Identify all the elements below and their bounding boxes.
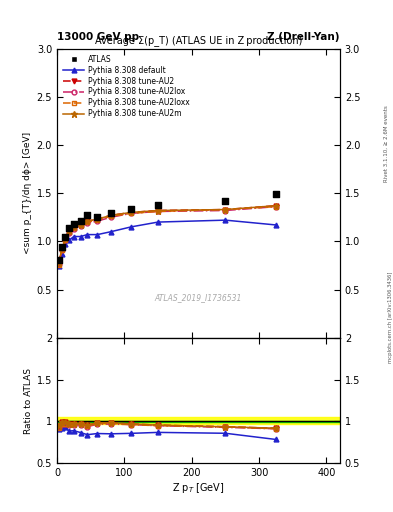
Point [77, 217, 84, 225]
Point [55, 255, 62, 264]
Text: Rivet 3.1.10, ≥ 2.6M events: Rivet 3.1.10, ≥ 2.6M events [384, 105, 388, 182]
Text: Z (Drell-Yan): Z (Drell-Yan) [268, 32, 340, 42]
Text: ATLAS_2019_I1736531: ATLAS_2019_I1736531 [155, 293, 242, 302]
Point [66, 224, 72, 232]
Point [71, 220, 77, 228]
Point [273, 190, 279, 198]
Title: Average Σ(p_T) (ATLAS UE in Z production): Average Σ(p_T) (ATLAS UE in Z production… [95, 35, 302, 46]
Point [108, 209, 114, 218]
Text: mcplots.cern.ch [arXiv:1306.3436]: mcplots.cern.ch [arXiv:1306.3436] [388, 272, 393, 363]
Text: 13000 GeV pp: 13000 GeV pp [57, 32, 139, 42]
Point [94, 213, 101, 221]
Bar [57, 421, 340, 422]
Point [155, 201, 161, 209]
Point [84, 211, 90, 220]
Legend: ATLAS, Pythia 8.308 default, Pythia 8.308 tune-AU2, Pythia 8.308 tune-AU2lox, Py: ATLAS, Pythia 8.308 default, Pythia 8.30… [61, 52, 192, 121]
Bar [57, 417, 340, 424]
Point [222, 197, 229, 205]
Y-axis label: <sum p_{T}/dη dϕ> [GeV]: <sum p_{T}/dη dϕ> [GeV] [24, 132, 33, 254]
Point [128, 204, 134, 212]
Point [62, 233, 68, 242]
Point [59, 243, 65, 251]
Y-axis label: Ratio to ATLAS: Ratio to ATLAS [24, 368, 33, 434]
X-axis label: Z p$_T$ [GeV]: Z p$_T$ [GeV] [172, 481, 225, 495]
